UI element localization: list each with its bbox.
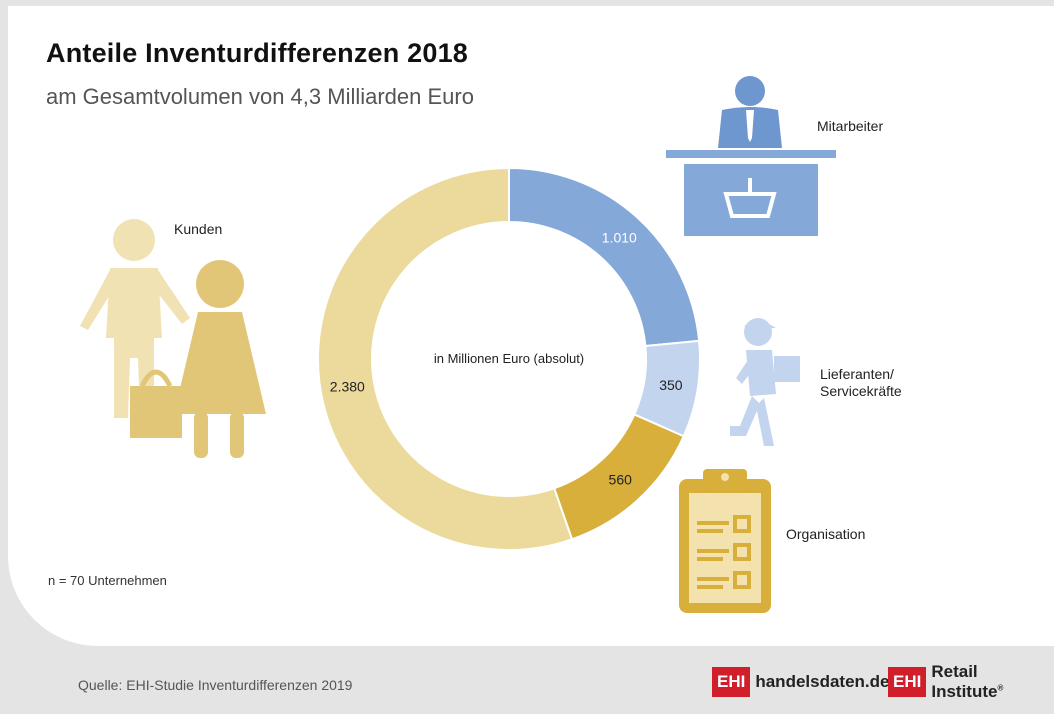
customers-icon [80,219,266,458]
logo1-box: EHI [712,667,751,697]
slice-value-label-1: 350 [659,377,683,393]
delivery-person-icon [730,318,800,446]
logo1-text: handelsdaten.de [755,672,890,691]
donut-slice-3 [317,166,574,551]
slice-value-label-2: 560 [609,472,633,488]
clipboard-checklist-icon [679,469,771,613]
ehi-retail-logo: EHI Retail Institute® [888,662,1054,701]
logo2-box: EHI [888,667,927,697]
source-note: Quelle: EHI-Studie Inventurdifferenzen 2… [78,677,353,693]
logo2-text-label: Retail Institute [931,662,998,701]
sample-note: n = 70 Unternehmen [48,573,167,588]
slice-value-label-3: 2.380 [330,378,365,394]
slice-value-label-0: 1.010 [602,230,637,246]
label-lieferanten-line1: Lieferanten/ [820,366,894,382]
label-lieferanten-line2: Servicekräfte [820,383,902,399]
donut-center-label: in Millionen Euro (absolut) [434,351,584,366]
chart-subtitle: am Gesamtvolumen von 4,3 Milliarden Euro [46,84,474,109]
logo2-registered-mark: ® [997,683,1004,693]
label-lieferanten: Lieferanten/ Servicekräfte [820,366,902,400]
label-kunden: Kunden [174,221,223,237]
cashier-desk-icon [666,76,836,236]
label-organisation: Organisation [786,526,866,542]
chart-title: Anteile Inventurdifferenzen 2018 [46,38,469,68]
logo2-text: Retail Institute® [931,662,1054,702]
ehi-handelsdaten-logo: EHI handelsdaten.de [712,666,889,698]
label-mitarbeiter: Mitarbeiter [817,118,884,134]
